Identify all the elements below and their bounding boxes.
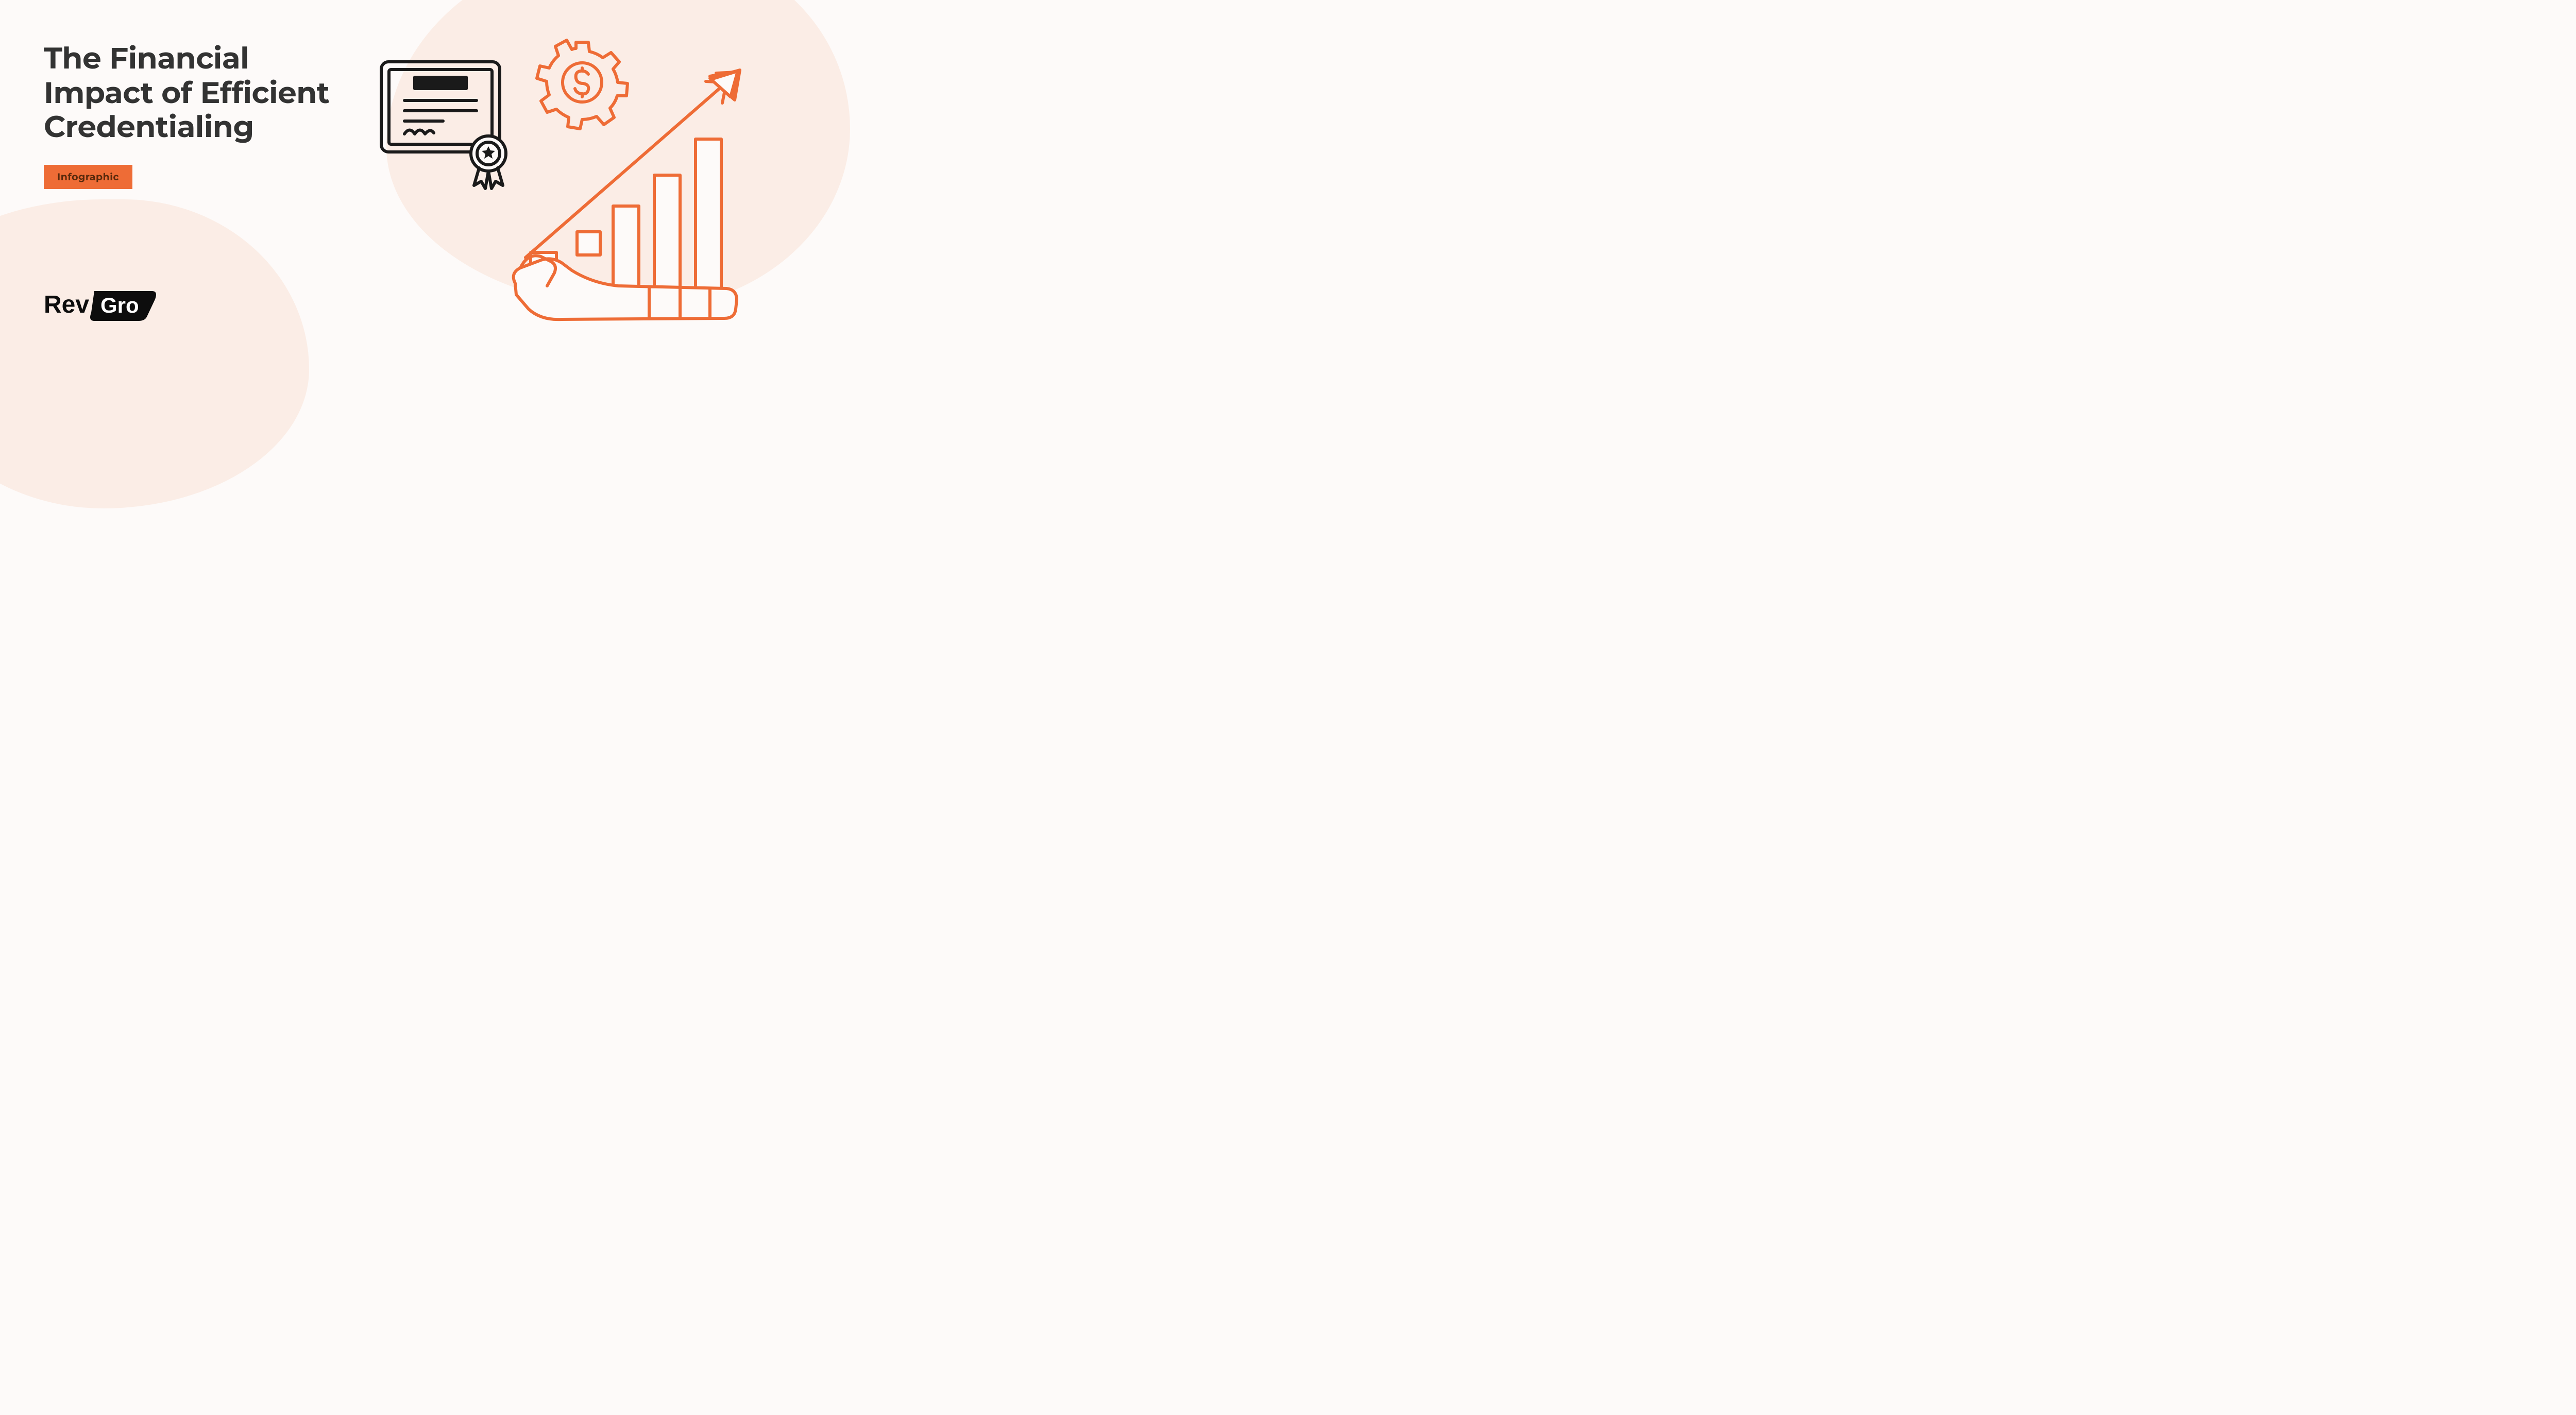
revgro-logo-icon: Rev Gro bbox=[44, 287, 162, 323]
logo-text-rev: Rev bbox=[44, 291, 89, 318]
illustration-area bbox=[376, 31, 747, 330]
logo-text-gro: Gro bbox=[100, 293, 139, 317]
hand-growth-chart-icon bbox=[514, 70, 740, 319]
background-blob-bottom-left bbox=[0, 199, 309, 508]
category-badge: Infographic bbox=[44, 165, 132, 189]
page-title: The FinancialImpact of EfficientCredenti… bbox=[44, 41, 330, 144]
certificate-icon bbox=[381, 62, 506, 189]
brand-logo: Rev Gro bbox=[44, 287, 162, 326]
text-block: The FinancialImpact of EfficientCredenti… bbox=[44, 41, 330, 189]
gear-dollar-icon bbox=[537, 40, 628, 129]
